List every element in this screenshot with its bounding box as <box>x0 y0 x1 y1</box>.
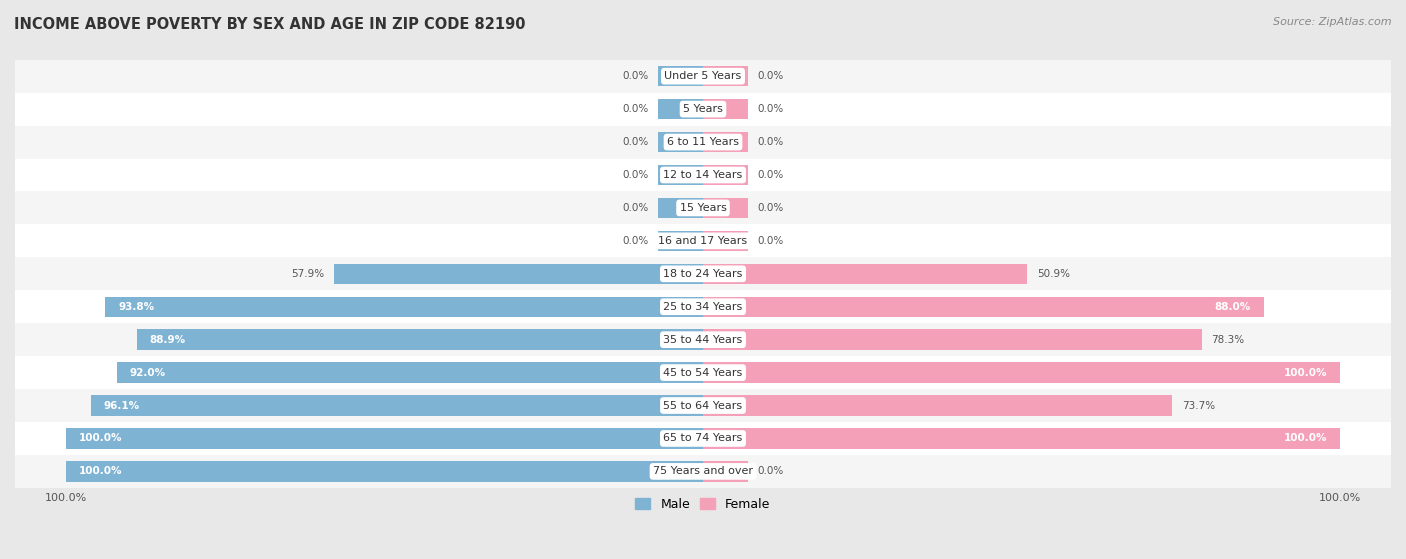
Bar <box>658 132 703 152</box>
Text: 0.0%: 0.0% <box>623 203 648 213</box>
Text: 55 to 64 Years: 55 to 64 Years <box>664 401 742 410</box>
Text: 0.0%: 0.0% <box>623 137 648 147</box>
Text: 0.0%: 0.0% <box>758 71 783 81</box>
Text: INCOME ABOVE POVERTY BY SEX AND AGE IN ZIP CODE 82190: INCOME ABOVE POVERTY BY SEX AND AGE IN Z… <box>14 17 526 32</box>
Text: 45 to 54 Years: 45 to 54 Years <box>664 368 742 377</box>
Text: 100.0%: 100.0% <box>79 433 122 443</box>
Bar <box>66 461 703 482</box>
Text: 0.0%: 0.0% <box>758 170 783 180</box>
Text: Source: ZipAtlas.com: Source: ZipAtlas.com <box>1274 17 1392 27</box>
Text: 96.1%: 96.1% <box>104 401 139 410</box>
Text: 0.0%: 0.0% <box>758 137 783 147</box>
Text: 50.9%: 50.9% <box>1036 269 1070 279</box>
Text: 6 to 11 Years: 6 to 11 Years <box>666 137 740 147</box>
Bar <box>703 329 1202 350</box>
Bar <box>15 126 1391 159</box>
Text: Under 5 Years: Under 5 Years <box>665 71 741 81</box>
Bar <box>658 165 703 185</box>
Text: 0.0%: 0.0% <box>758 203 783 213</box>
Bar <box>703 428 1340 449</box>
Text: 73.7%: 73.7% <box>1182 401 1215 410</box>
Text: 18 to 24 Years: 18 to 24 Years <box>664 269 742 279</box>
Text: 100.0%: 100.0% <box>79 466 122 476</box>
Bar <box>703 395 1173 416</box>
Bar <box>335 264 703 284</box>
Text: 5 Years: 5 Years <box>683 104 723 114</box>
Bar <box>15 93 1391 126</box>
Bar <box>658 198 703 218</box>
Bar <box>91 395 703 416</box>
Text: 92.0%: 92.0% <box>129 368 166 377</box>
Text: 57.9%: 57.9% <box>291 269 325 279</box>
Bar <box>15 60 1391 93</box>
Text: 0.0%: 0.0% <box>623 71 648 81</box>
Text: 65 to 74 Years: 65 to 74 Years <box>664 433 742 443</box>
Text: 0.0%: 0.0% <box>758 104 783 114</box>
Text: 100.0%: 100.0% <box>1284 368 1327 377</box>
Text: 0.0%: 0.0% <box>623 104 648 114</box>
Bar <box>15 191 1391 224</box>
Bar <box>15 389 1391 422</box>
Bar <box>703 231 748 251</box>
Bar <box>703 461 748 482</box>
Bar <box>658 99 703 119</box>
Bar <box>703 99 748 119</box>
Bar <box>117 362 703 383</box>
Bar <box>703 132 748 152</box>
Bar <box>136 329 703 350</box>
Text: 78.3%: 78.3% <box>1212 335 1244 345</box>
Bar <box>15 455 1391 488</box>
Text: 93.8%: 93.8% <box>118 302 155 312</box>
Bar <box>703 198 748 218</box>
Text: 100.0%: 100.0% <box>1284 433 1327 443</box>
Text: 88.9%: 88.9% <box>149 335 186 345</box>
Bar <box>15 257 1391 290</box>
Bar <box>15 356 1391 389</box>
Text: 0.0%: 0.0% <box>758 466 783 476</box>
Bar <box>703 165 748 185</box>
Text: 25 to 34 Years: 25 to 34 Years <box>664 302 742 312</box>
Bar <box>15 290 1391 323</box>
Bar <box>15 323 1391 356</box>
Legend: Male, Female: Male, Female <box>630 493 776 516</box>
Text: 0.0%: 0.0% <box>623 236 648 246</box>
Bar <box>658 231 703 251</box>
Bar <box>703 264 1028 284</box>
Text: 0.0%: 0.0% <box>758 236 783 246</box>
Bar <box>658 66 703 87</box>
Bar <box>15 159 1391 191</box>
Text: 15 Years: 15 Years <box>679 203 727 213</box>
Bar <box>703 296 1264 317</box>
Bar <box>15 422 1391 455</box>
Bar <box>703 362 1340 383</box>
Bar <box>66 428 703 449</box>
Text: 35 to 44 Years: 35 to 44 Years <box>664 335 742 345</box>
Text: 0.0%: 0.0% <box>623 170 648 180</box>
Text: 12 to 14 Years: 12 to 14 Years <box>664 170 742 180</box>
Text: 16 and 17 Years: 16 and 17 Years <box>658 236 748 246</box>
Bar <box>105 296 703 317</box>
Text: 88.0%: 88.0% <box>1215 302 1251 312</box>
Bar <box>15 224 1391 257</box>
Bar <box>703 66 748 87</box>
Text: 75 Years and over: 75 Years and over <box>652 466 754 476</box>
